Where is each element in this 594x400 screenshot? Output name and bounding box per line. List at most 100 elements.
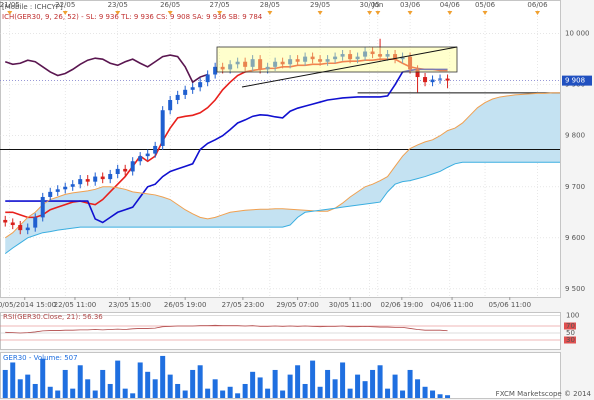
volume-bar xyxy=(10,362,16,398)
x-tick-label-top: 03/06 xyxy=(400,1,421,9)
x-tick-label: 20/05/2014 15:00 xyxy=(0,301,56,309)
candle-body xyxy=(303,56,308,62)
volume-bar xyxy=(115,360,121,398)
indicator-line xyxy=(5,68,448,224)
candle-body xyxy=(48,191,53,197)
candle-body xyxy=(40,196,45,218)
candle-body xyxy=(370,51,375,55)
session-marker xyxy=(367,11,373,15)
candle-body xyxy=(108,174,113,180)
x-tick-label-top: 27/05 xyxy=(210,1,230,9)
candle-body xyxy=(295,59,300,62)
candle-body xyxy=(445,78,450,81)
candle-body xyxy=(63,186,68,190)
session-marker xyxy=(62,11,68,15)
y-tick-label: 10 000 xyxy=(565,30,590,38)
candle-body xyxy=(33,217,38,228)
volume-bar xyxy=(25,374,31,398)
candle-body xyxy=(235,61,240,65)
level-label-box xyxy=(564,336,576,344)
volume-bar xyxy=(302,383,308,398)
x-tick-label-top: Jun xyxy=(371,1,383,9)
candle-body xyxy=(175,94,180,101)
candle-body xyxy=(183,89,188,95)
candle-body xyxy=(438,78,443,80)
volume-bar xyxy=(392,374,398,398)
volume-bar xyxy=(212,379,218,398)
candle-body xyxy=(213,66,218,75)
session-marker xyxy=(217,11,223,15)
x-tick-label-top: 26/05 xyxy=(160,1,180,9)
candle-body xyxy=(378,54,383,57)
volume-bar xyxy=(47,386,53,398)
volume-bar xyxy=(310,360,316,398)
candle-body xyxy=(423,77,428,83)
highlight-box xyxy=(216,46,458,73)
volume-bar xyxy=(107,383,113,398)
candle-body xyxy=(430,79,435,83)
y-tick-label: 9 500 xyxy=(565,285,585,293)
volume-bar xyxy=(385,388,391,398)
volume-bar xyxy=(175,383,181,398)
chart-title: [Mobile : ICHCYP] xyxy=(2,3,63,11)
volume-bar xyxy=(422,386,428,398)
volume-bar xyxy=(197,365,203,398)
volume-bar xyxy=(137,362,143,398)
volume-bar xyxy=(85,379,91,398)
volume-bar xyxy=(145,371,151,398)
volume-bar xyxy=(62,369,68,398)
y-tick-label: 9 600 xyxy=(565,234,585,242)
volume-bar xyxy=(430,390,436,398)
session-marker xyxy=(167,11,173,15)
session-marker xyxy=(7,11,13,15)
x-tick-label: 05/06 11:00 xyxy=(488,301,531,309)
candle-body xyxy=(340,54,345,57)
volume-bar xyxy=(190,369,196,398)
volume-bar xyxy=(280,390,286,398)
indicator-line xyxy=(4,54,208,84)
volume-bar xyxy=(122,388,128,398)
candle-body xyxy=(220,66,225,70)
session-marker xyxy=(482,11,488,15)
volume-bar xyxy=(160,355,166,398)
volume-bar xyxy=(235,393,241,398)
candle-body xyxy=(363,51,368,57)
level-label-box xyxy=(564,322,576,330)
session-marker xyxy=(317,11,323,15)
candle-body xyxy=(348,54,353,60)
candle-body xyxy=(85,179,90,182)
candle-body xyxy=(115,168,120,175)
volume-bar xyxy=(415,379,421,398)
candle-body xyxy=(265,66,270,70)
x-tick-label: 30/05 11:00 xyxy=(329,301,372,309)
x-tick-label: 02/06 19:00 xyxy=(381,301,424,309)
session-marker xyxy=(407,11,413,15)
volume-bar xyxy=(445,395,451,398)
y-tick-label: 50 xyxy=(566,329,575,337)
x-tick-label-top: 30/05 xyxy=(359,1,379,9)
x-tick-label: 27/05 23:00 xyxy=(222,301,265,309)
footer: FXCM Marketscope © 2014 xyxy=(496,390,592,398)
candle-body xyxy=(70,184,75,187)
x-tick-label-top: 29/05 xyxy=(310,1,330,9)
y-tick-label: 70 xyxy=(566,322,575,330)
price-label: 9 908 xyxy=(565,77,585,85)
volume-bar xyxy=(92,390,98,398)
volume-bar xyxy=(400,390,406,398)
x-tick-label: 22/05 11:00 xyxy=(54,301,97,309)
x-tick-label: 23/05 15:00 xyxy=(108,301,151,309)
candle-body xyxy=(160,110,165,146)
volume-bar xyxy=(295,365,301,398)
candle-body xyxy=(130,161,135,172)
volume-bar xyxy=(242,383,248,398)
session-marker xyxy=(535,11,541,15)
x-tick-label: 04/06 11:00 xyxy=(431,301,474,309)
y-tick-label: 9 700 xyxy=(565,183,585,191)
y-tick-label: 9 800 xyxy=(565,132,585,140)
candle-body xyxy=(318,59,323,62)
candle-body xyxy=(205,74,210,83)
candle-body xyxy=(400,56,405,60)
candle-body xyxy=(25,227,30,231)
volume-bar xyxy=(182,390,188,398)
